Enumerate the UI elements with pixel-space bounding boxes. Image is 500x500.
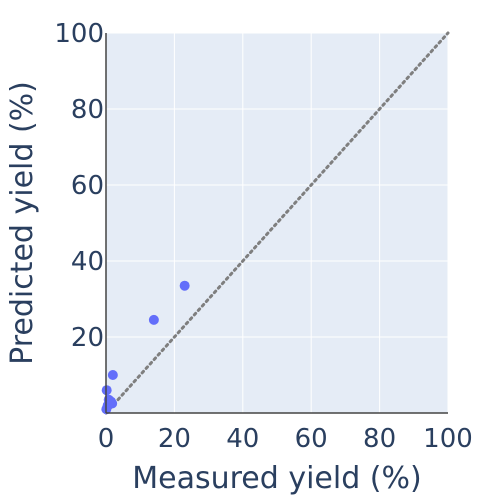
y-tick-labels: 20 40 60 80 100	[54, 19, 104, 353]
y-axis-title: Predicted yield (%)	[5, 81, 40, 365]
x-tick-label: 40	[226, 424, 259, 454]
y-tick-label: 20	[71, 323, 104, 353]
x-axis-title: Measured yield (%)	[132, 461, 421, 496]
y-gridlines	[106, 32, 448, 338]
x-tick-label: 80	[363, 424, 396, 454]
y-tick-label: 40	[71, 247, 104, 277]
x-gridlines	[173, 33, 449, 413]
x-tick-label: 60	[295, 424, 328, 454]
y-tick-label: 100	[54, 19, 104, 49]
x-tick-label: 20	[158, 424, 191, 454]
data-point	[107, 370, 118, 380]
x-tick-labels: 0 20 40 60 80 100	[98, 424, 473, 454]
data-point	[148, 314, 159, 325]
x-tick-label: 0	[98, 424, 115, 454]
x-tick-label: 100	[423, 424, 473, 454]
identity-reference-line	[104, 31, 450, 415]
y-tick-label: 60	[71, 171, 104, 201]
y-tick-label: 80	[71, 95, 104, 125]
data-point	[107, 398, 118, 409]
data-point	[179, 280, 190, 291]
